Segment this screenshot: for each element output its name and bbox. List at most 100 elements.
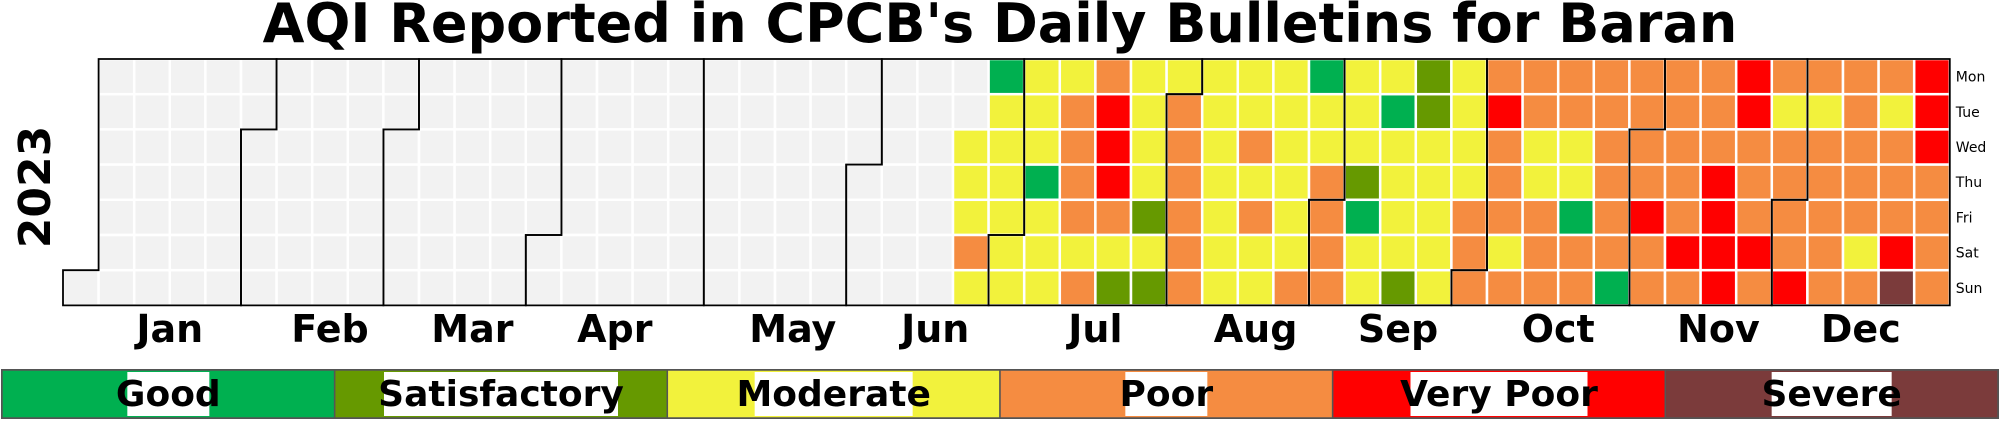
day-cell: [1236, 198, 1275, 237]
day-cell: [1414, 92, 1453, 131]
day-cell: [844, 268, 884, 307]
day-cell: [1485, 163, 1524, 202]
day-cell: [1628, 163, 1667, 202]
day-cell: [1663, 57, 1702, 96]
day-cell: [204, 268, 243, 307]
day-cell: [1841, 163, 1880, 202]
day-cell: [1058, 198, 1097, 237]
day-cell: [916, 163, 955, 202]
day-cell: [239, 163, 278, 202]
day-cell: [1414, 128, 1453, 166]
day-cell: [1450, 92, 1489, 131]
day-cell: [1378, 92, 1418, 131]
day-cell: [168, 128, 207, 166]
month-label: Nov: [1677, 307, 1760, 351]
day-cell: [1094, 92, 1133, 131]
day-cell: [1556, 128, 1596, 166]
day-cell: [488, 163, 528, 202]
day-cell: [1734, 92, 1774, 131]
day-cell: [1521, 268, 1560, 307]
day-cell: [1485, 233, 1524, 272]
day-cell: [1663, 92, 1702, 131]
day-cell: [239, 57, 278, 96]
day-cell: [773, 57, 812, 96]
day-cell: [1912, 268, 1952, 307]
day-cell: [880, 128, 919, 166]
legend: Good Satisfactory Moderate Poor Very Poor Sev…: [1, 369, 1999, 419]
day-cell: [1770, 57, 1809, 96]
day-cell: [275, 92, 314, 131]
day-cell: [987, 233, 1026, 272]
day-cell: [631, 57, 670, 96]
day-cell: [1450, 128, 1489, 166]
legend-label: Moderate: [736, 374, 930, 415]
day-cell: [488, 268, 528, 307]
day-cell: [702, 92, 741, 131]
day-cell: [1592, 268, 1631, 307]
day-cell: [168, 163, 207, 202]
day-cell: [346, 163, 385, 202]
legend-label: Poor: [1120, 374, 1214, 415]
day-cell: [1165, 128, 1204, 166]
month-label: Mar: [431, 307, 513, 351]
day-cell: [97, 163, 136, 202]
day-cell: [1414, 163, 1453, 202]
day-cell: [1734, 163, 1774, 202]
day-cell: [1521, 163, 1560, 202]
weekday-label: Thu: [1955, 175, 1982, 191]
day-cell: [524, 92, 563, 131]
day-cell: [1343, 128, 1382, 166]
day-cell: [1058, 92, 1097, 131]
day-cell: [204, 92, 243, 131]
day-cell: [168, 92, 207, 131]
heatmap-cells: [61, 57, 1952, 307]
day-cell: [773, 92, 812, 131]
day-cell: [702, 198, 741, 237]
month-label: Oct: [1522, 307, 1595, 351]
day-cell: [1236, 233, 1275, 272]
day-cell: [1236, 92, 1275, 131]
day-cell: [453, 163, 492, 202]
day-cell: [239, 198, 278, 237]
day-cell: [1343, 233, 1382, 272]
day-cell: [1272, 198, 1311, 237]
day-cell: [631, 163, 670, 202]
day-cell: [1556, 92, 1596, 131]
day-cell: [1450, 198, 1489, 237]
day-cell: [488, 92, 528, 131]
day-cell: [1663, 163, 1702, 202]
day-cell: [382, 198, 421, 237]
day-cell: [1058, 163, 1097, 202]
month-labels: Jan Feb Mar Apr May Jun Jul Aug Sep Oct Nov Dec: [133, 307, 1900, 351]
day-cell: [1521, 92, 1560, 131]
day-cell: [132, 128, 172, 166]
month-border: [1770, 58, 1951, 307]
day-cell: [1770, 163, 1809, 202]
day-cell: [1307, 268, 1346, 307]
day-cell: [168, 198, 207, 237]
day-cell: [702, 163, 741, 202]
year-label: 2023: [10, 126, 61, 248]
day-cell: [382, 163, 421, 202]
day-cell: [1129, 198, 1168, 237]
day-cell: [844, 233, 884, 272]
month-label: Jul: [1065, 307, 1122, 351]
day-cell: [595, 57, 634, 96]
day-cell: [1129, 57, 1168, 96]
day-cell: [1272, 233, 1311, 272]
day-cell: [951, 198, 990, 237]
day-cell: [1343, 92, 1382, 131]
weekday-label: Sat: [1956, 246, 1979, 262]
day-cell: [453, 233, 492, 272]
day-cell: [1841, 128, 1880, 166]
day-cell: [595, 233, 634, 272]
day-cell: [1414, 233, 1453, 272]
legend-label: Good: [116, 374, 221, 415]
day-cell: [132, 198, 172, 237]
day-cell: [595, 268, 634, 307]
day-cell: [1628, 128, 1667, 166]
day-cell: [1806, 163, 1845, 202]
day-cell: [1414, 198, 1453, 237]
day-cell: [1521, 57, 1560, 96]
day-cell: [738, 57, 777, 96]
